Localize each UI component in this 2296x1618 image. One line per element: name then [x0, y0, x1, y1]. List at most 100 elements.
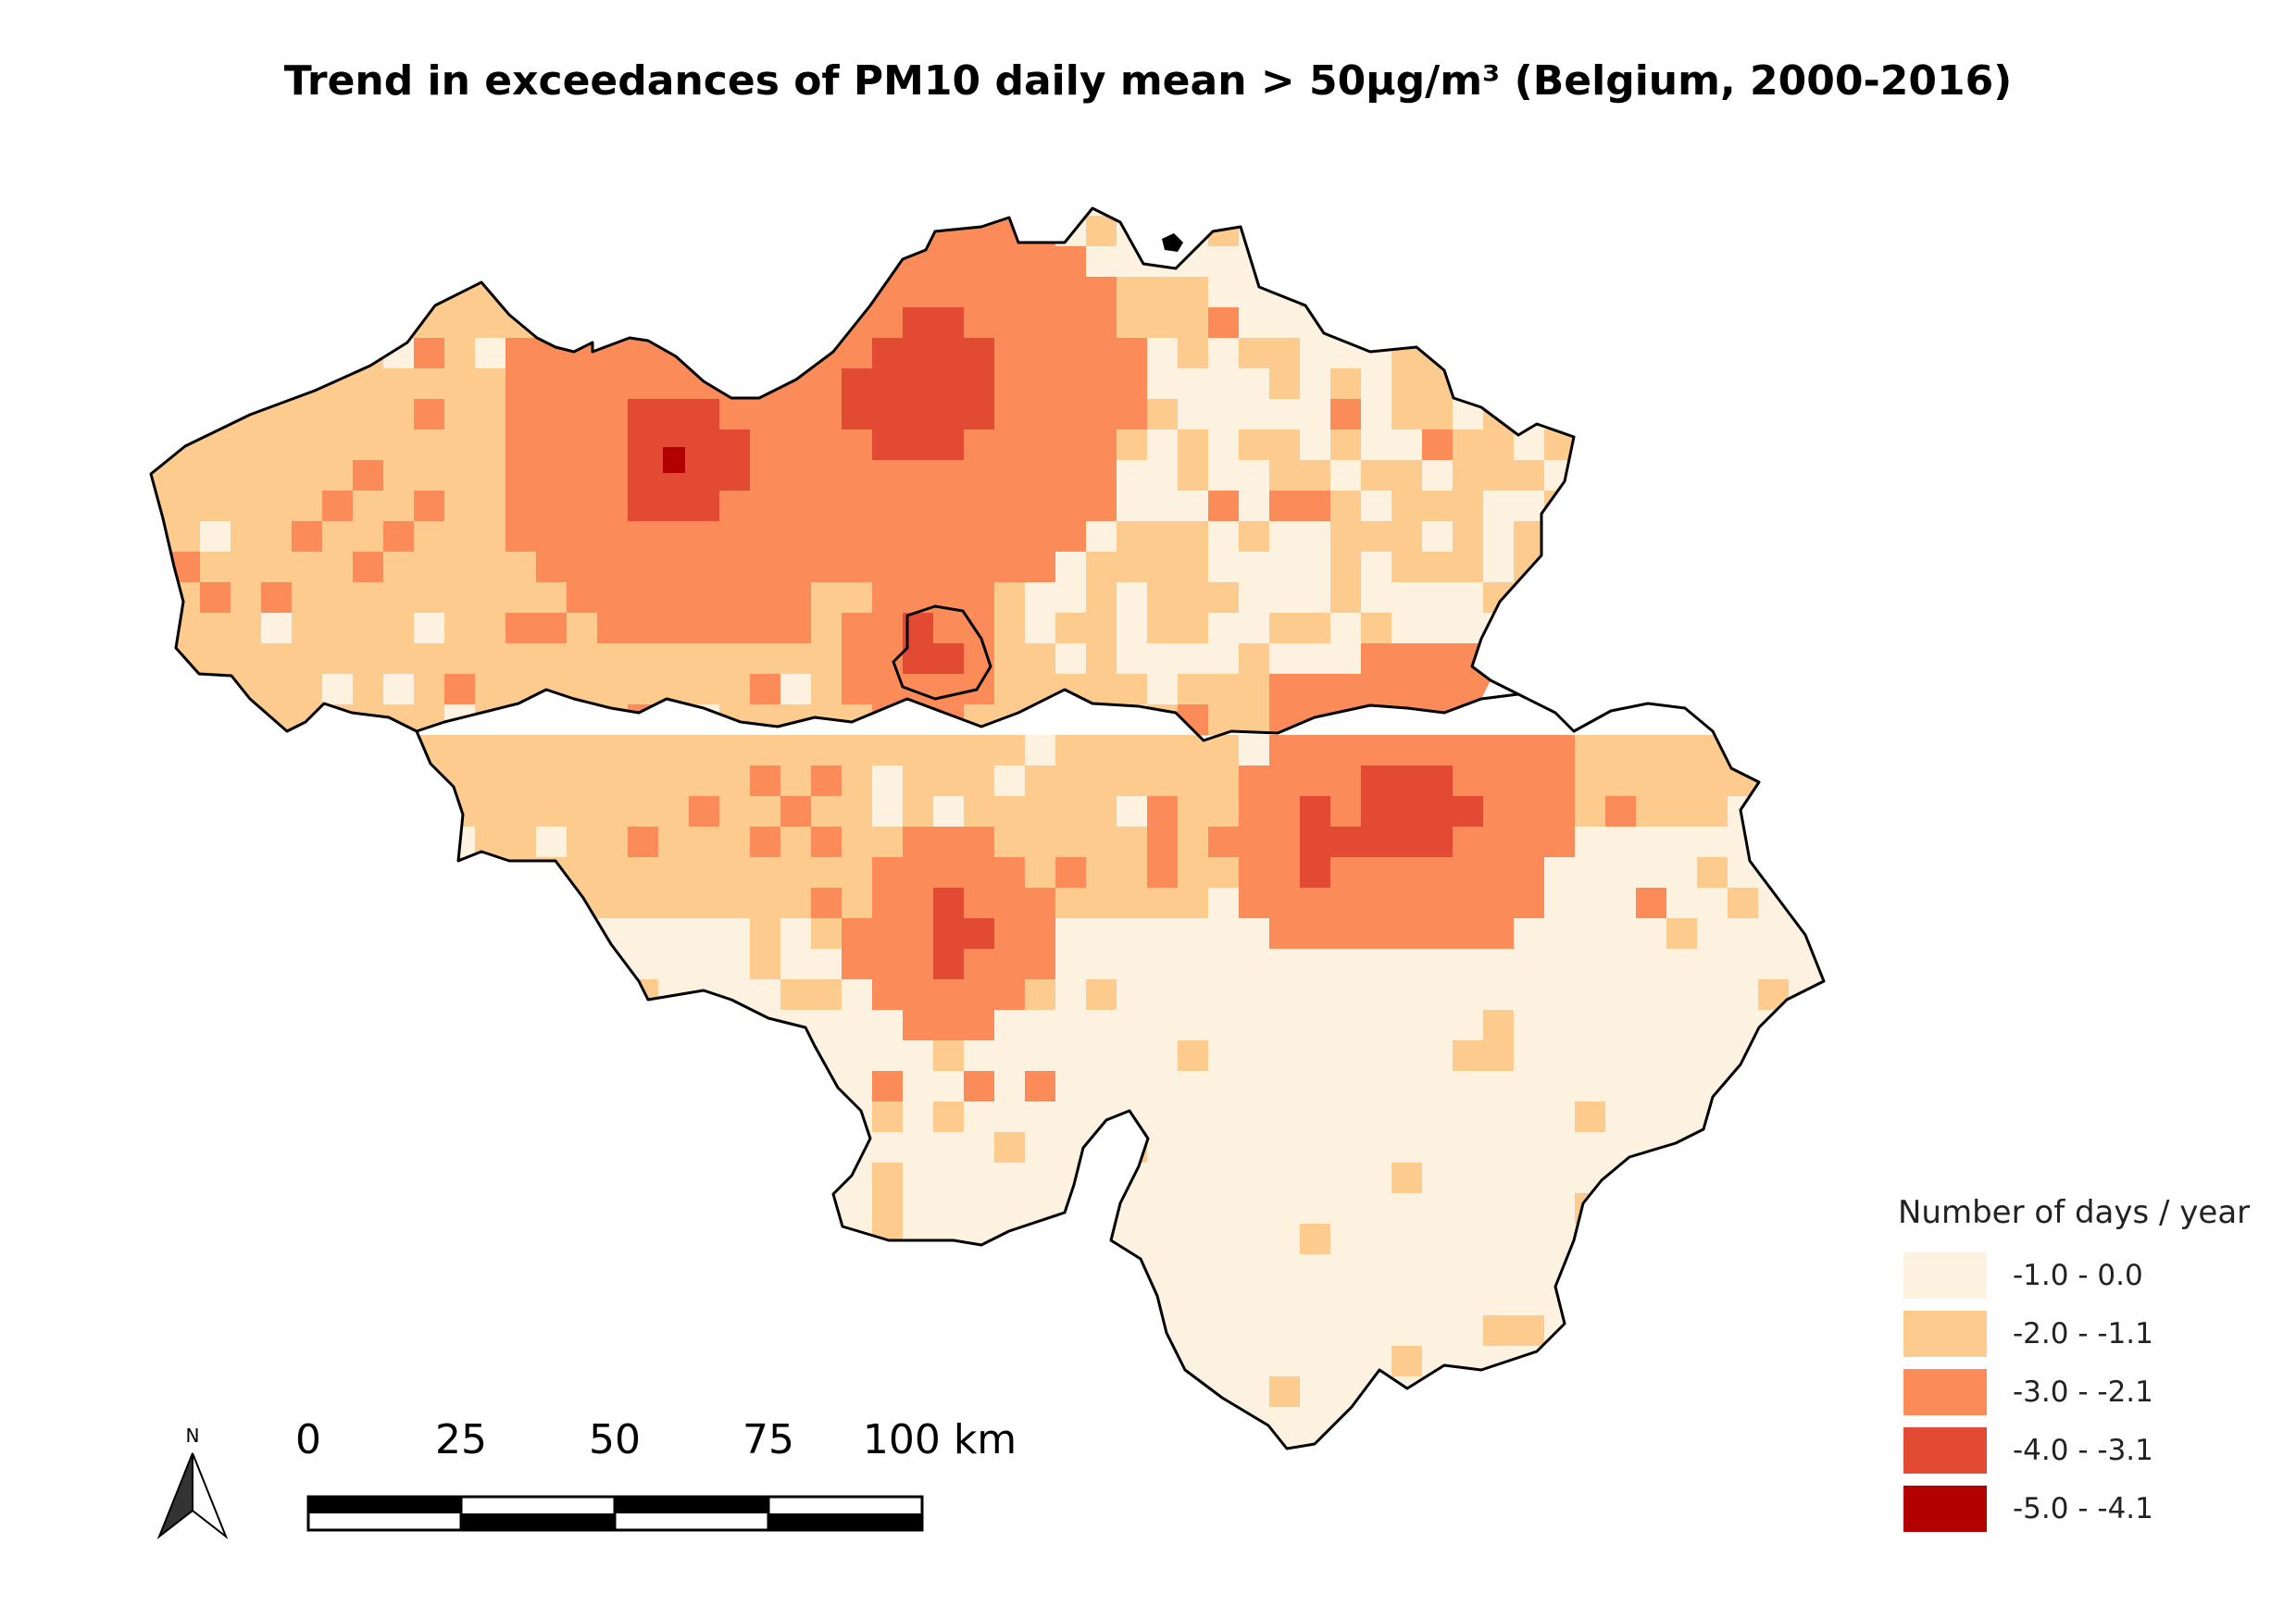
grid-cell: [597, 735, 629, 766]
grid-cell: [1025, 491, 1056, 522]
grid-cell: [1086, 1010, 1117, 1041]
grid-cell: [475, 674, 506, 705]
grid-cell: [505, 765, 537, 797]
grid-cell: [169, 307, 201, 339]
grid-cell: [994, 307, 1026, 339]
grid-cell: [1117, 888, 1148, 919]
grid-cell: [597, 796, 629, 828]
grid-cell: [1239, 338, 1270, 369]
grid-cell: [261, 582, 293, 614]
grid-cell: [1728, 704, 1759, 736]
grid-cell: [231, 765, 262, 797]
grid-cell: [1666, 1132, 1698, 1164]
grid-cell: [1086, 827, 1117, 858]
grid-cell: [1789, 1315, 1820, 1347]
grid-cell: [903, 277, 934, 308]
grid-cell: [169, 208, 201, 217]
grid-cell: [658, 1315, 690, 1347]
grid-cell: [505, 491, 537, 522]
grid-cell: [536, 1254, 568, 1286]
grid-cell: [1330, 613, 1362, 644]
grid-cell: [994, 338, 1026, 369]
grid-cell: [750, 888, 781, 919]
grid-cell: [383, 613, 415, 644]
grid-cell: [842, 429, 873, 461]
grid-cell: [505, 704, 537, 736]
grid-cell: [1819, 1132, 1824, 1164]
grid-cell: [1055, 979, 1087, 1011]
grid-cell: [933, 277, 965, 308]
grid-cell: [1147, 491, 1179, 522]
grid-cell: [1850, 1315, 1881, 1347]
grid-cell: [1239, 277, 1270, 308]
grid-cell: [1147, 918, 1179, 950]
grid-cell: [628, 674, 659, 705]
grid-cell: [1147, 521, 1179, 553]
grid-cell: [383, 460, 415, 492]
grid-cell: [322, 949, 354, 980]
grid-cell: [567, 216, 598, 247]
grid-cell: [1666, 552, 1698, 583]
grid-cell: [353, 1346, 384, 1377]
grid-cell: [1330, 1224, 1362, 1255]
grid-cell: [567, 1101, 598, 1133]
grid-cell: [1697, 918, 1728, 950]
grid-cell: [567, 552, 598, 583]
grid-cell: [994, 765, 1026, 797]
grid-cell: [750, 216, 781, 247]
grid-cell: [475, 1132, 506, 1164]
grid-cell: [811, 1101, 842, 1133]
grid-cell: [1453, 1254, 1484, 1286]
grid-cell: [658, 827, 690, 858]
grid-cell: [1178, 1224, 1209, 1255]
grid-cell: [1330, 918, 1362, 950]
grid-cell: [1483, 1254, 1515, 1286]
grid-cell: [200, 613, 231, 644]
grid-cell: [994, 1132, 1026, 1164]
grid-cell: [842, 246, 873, 278]
grid-cell: [1330, 368, 1362, 400]
grid-cell: [169, 735, 201, 766]
grid-cell: [1147, 1193, 1179, 1225]
grid-cell: [872, 1193, 904, 1225]
grid-cell: [1422, 1438, 1454, 1449]
grid-cell: [1636, 643, 1667, 675]
grid-cell: [872, 582, 904, 614]
grid-cell: [1483, 246, 1515, 278]
grid-cell: [1391, 1285, 1423, 1316]
grid-cell: [597, 1132, 629, 1164]
grid-cell: [1605, 307, 1637, 339]
grid-cell: [383, 796, 415, 828]
grid-cell: [1850, 1438, 1881, 1469]
grid-cell: [994, 796, 1026, 828]
grid-cell: [933, 1315, 965, 1347]
grid-cell: [1728, 888, 1759, 919]
grid-cell: [322, 208, 354, 217]
grid-cell: [1636, 521, 1667, 553]
grid-cell: [1239, 857, 1270, 889]
grid-cell: [1666, 918, 1698, 950]
grid-cell: [1819, 429, 1851, 461]
grid-cell: [1117, 277, 1148, 308]
grid-cell: [628, 1193, 659, 1225]
grid-cell: [444, 1132, 476, 1164]
grid-cell: [597, 1285, 629, 1316]
grid-cell: [505, 246, 537, 278]
grid-cell: [1636, 552, 1667, 583]
grid-cell: [964, 735, 995, 766]
grid-cell: [505, 1376, 537, 1408]
grid-cell: [261, 1254, 293, 1286]
grid-cell: [1850, 918, 1881, 950]
grid-cell: [964, 827, 995, 858]
grid-cell: [1025, 521, 1056, 553]
grid-cell: [994, 460, 1026, 492]
grid-cell: [811, 827, 842, 858]
grid-cell: [658, 1224, 690, 1255]
grid-cell: [842, 460, 873, 492]
grid-cell: [1361, 1132, 1392, 1164]
grid-cell: [417, 1040, 445, 1072]
grid-cell: [1697, 277, 1728, 308]
grid-cell: [383, 1163, 415, 1194]
grid-cell: [1117, 429, 1148, 461]
grid-cell: [1453, 857, 1484, 889]
